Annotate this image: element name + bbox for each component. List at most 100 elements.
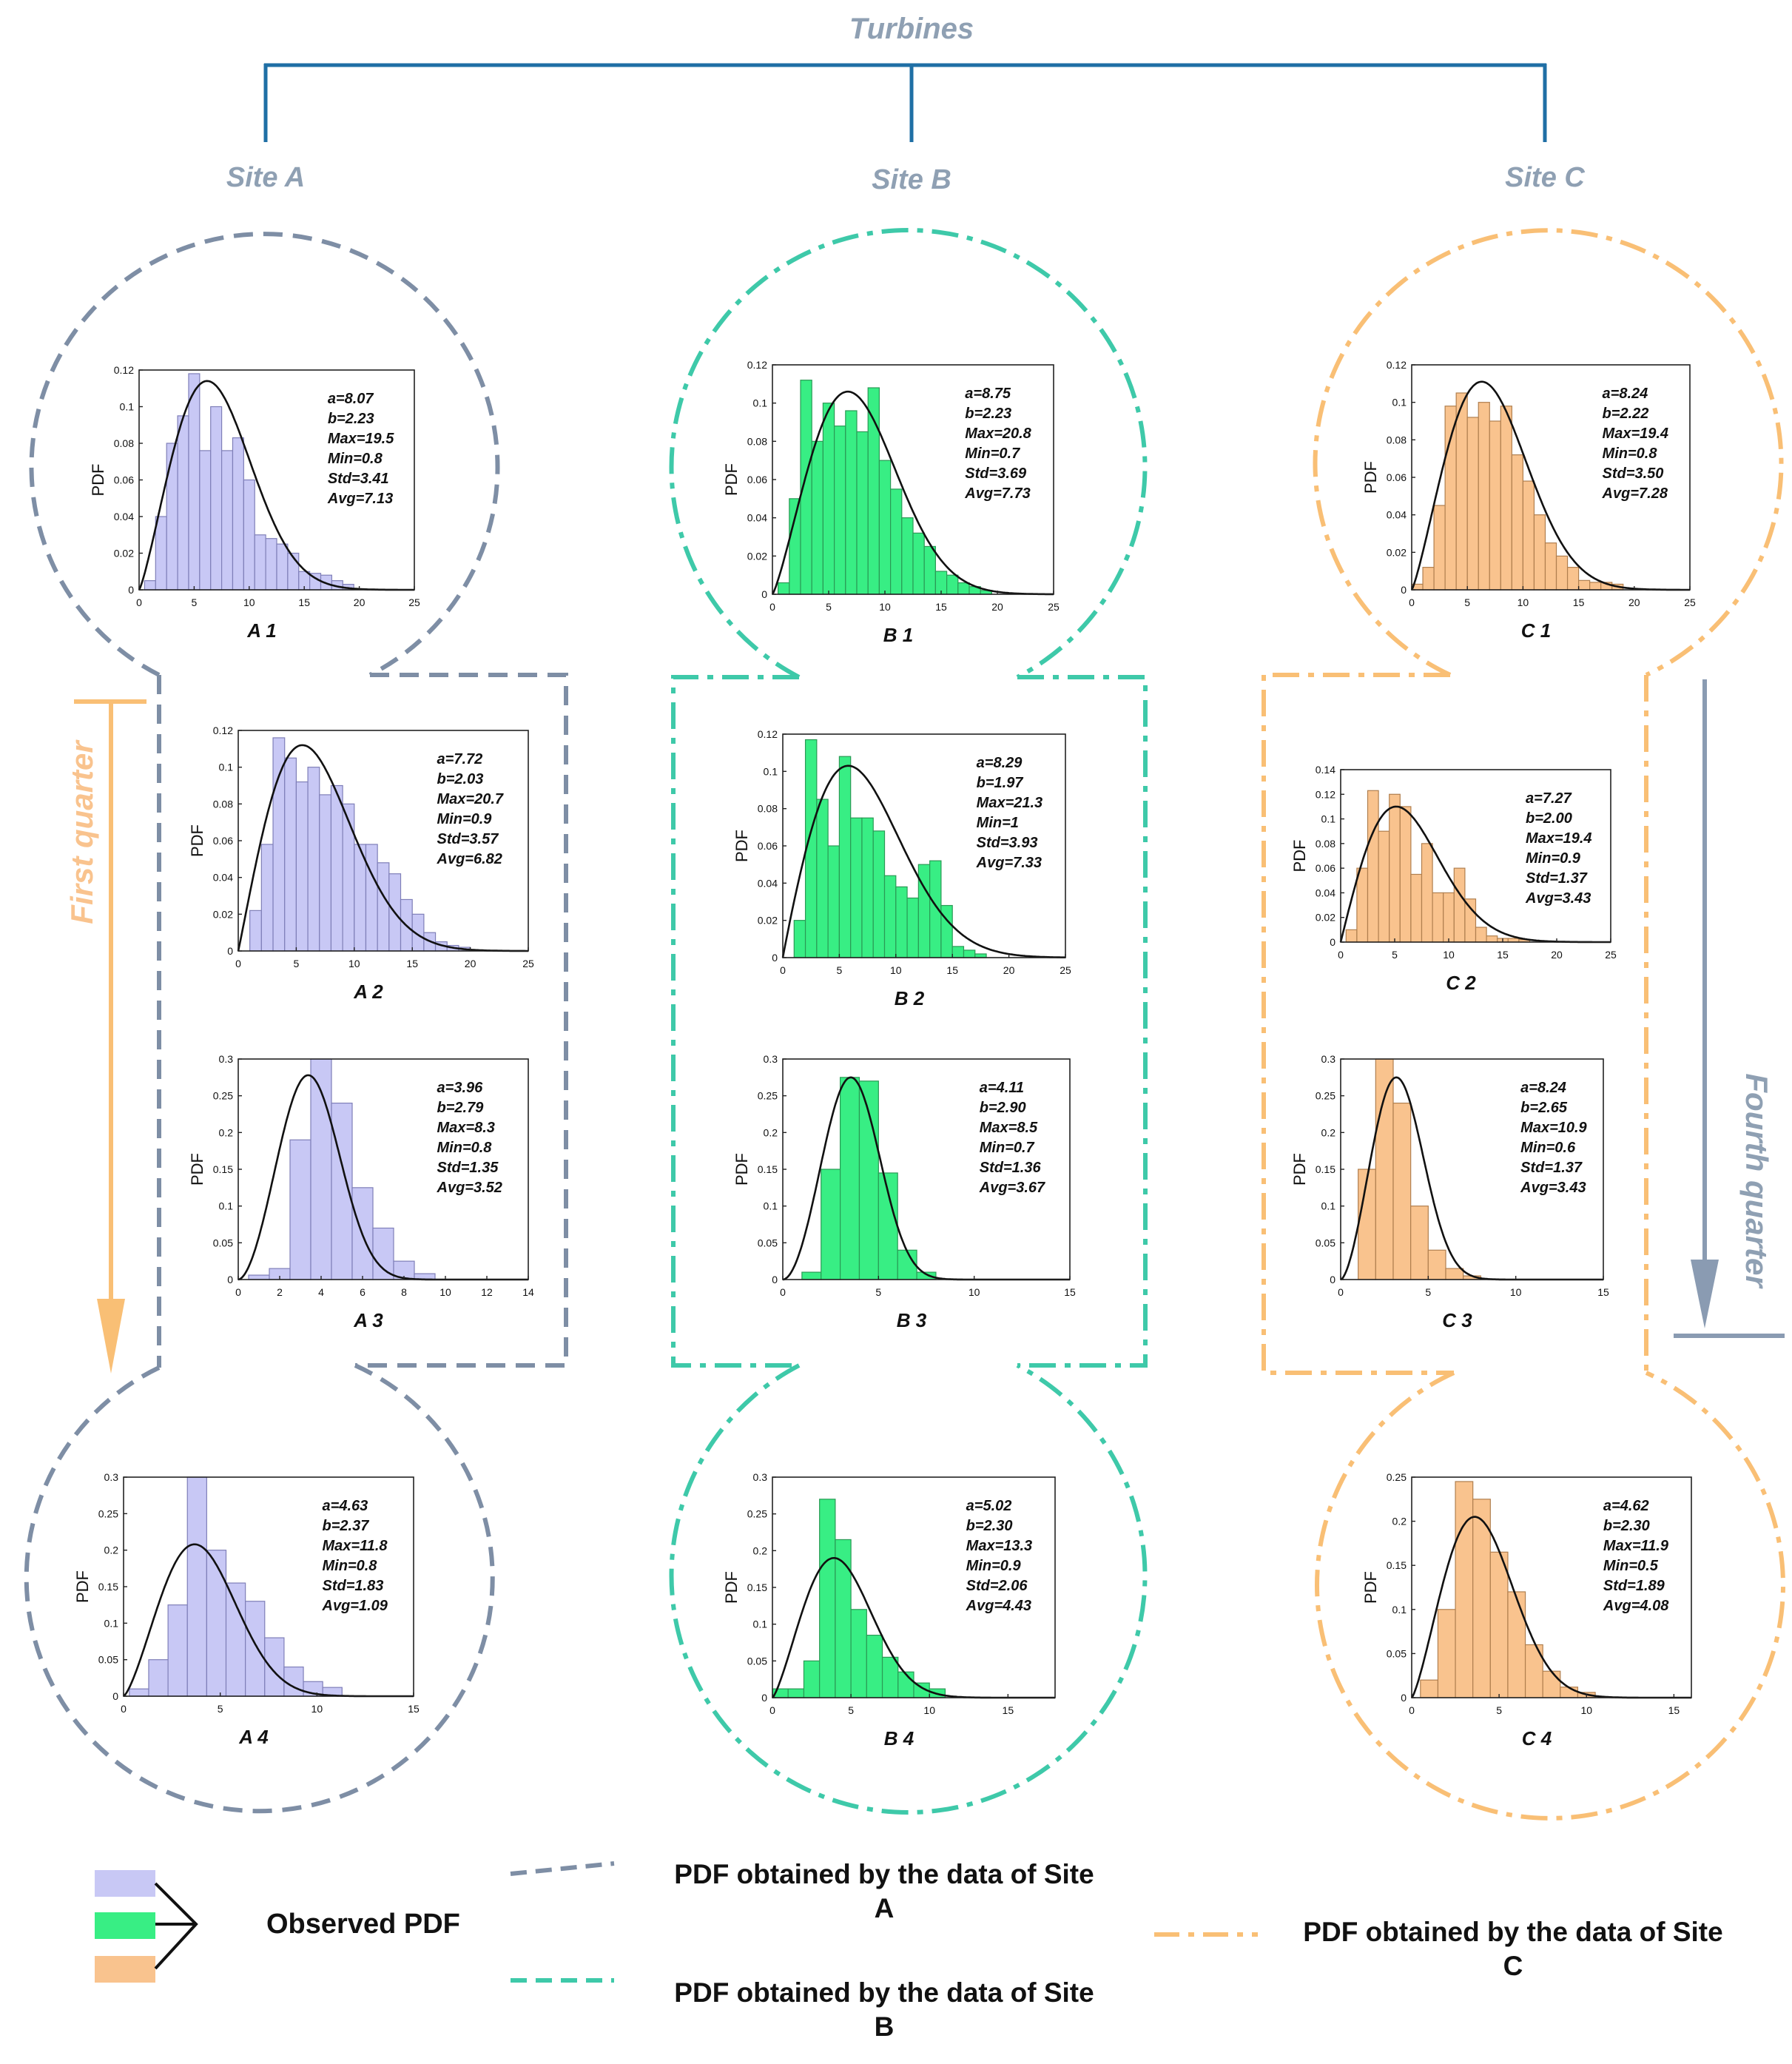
y-tick-label: 0.05 <box>758 1237 778 1248</box>
stat-line: Min=0.9 <box>1526 850 1581 867</box>
histogram-bar <box>354 844 367 952</box>
stat-line: b=2.22 <box>1603 406 1649 422</box>
stat-line: b=2.90 <box>980 1100 1026 1116</box>
x-tick-label: 0 <box>1409 596 1415 608</box>
y-tick-label: 0.06 <box>213 835 233 847</box>
stat-line: Avg=3.43 <box>1520 1180 1586 1196</box>
y-tick-label: 0.15 <box>1387 1559 1407 1571</box>
y-tick-label: 0.25 <box>213 1090 233 1102</box>
histogram-bar <box>845 410 858 595</box>
y-tick-label: 0.02 <box>747 550 767 562</box>
x-tick-label: 25 <box>1048 601 1060 613</box>
x-tick-label: 20 <box>1551 949 1563 961</box>
histogram-bar <box>249 910 262 952</box>
y-tick-label: 0.02 <box>758 915 778 927</box>
legend-line-b-label: PDF obtained by the data of Site B <box>674 1977 1094 2042</box>
x-tick-label: 10 <box>879 601 891 613</box>
x-tick-label: 12 <box>481 1286 493 1298</box>
stat-line: b=2.23 <box>965 406 1011 422</box>
histogram-bar <box>377 862 390 952</box>
y-tick-label: 0.2 <box>104 1544 119 1556</box>
histogram-bar <box>166 443 178 591</box>
stat-line: Min=0.5 <box>1603 1558 1659 1574</box>
y-tick-label: 0 <box>761 1692 767 1704</box>
stat-line: a=7.27 <box>1526 790 1572 807</box>
histogram-bar <box>912 532 925 595</box>
x-tick-label: 0 <box>235 1286 241 1298</box>
histogram-bar <box>248 1274 270 1280</box>
histogram-bar <box>307 767 320 952</box>
y-tick-label: 0.1 <box>1321 813 1336 825</box>
y-tick-label: 0.2 <box>219 1126 234 1138</box>
y-tick-label: 0.15 <box>98 1581 118 1593</box>
x-tick-label: 20 <box>991 601 1003 613</box>
stat-line: Min=0.9 <box>966 1558 1022 1574</box>
histogram-bar <box>1437 1609 1456 1698</box>
x-tick-label: 2 <box>277 1286 283 1298</box>
x-tick-label: 25 <box>1684 596 1696 608</box>
x-tick-label: 15 <box>1668 1704 1680 1716</box>
y-tick-label: 0.05 <box>213 1237 233 1248</box>
y-axis-label: PDF <box>722 463 741 496</box>
y-tick-label: 0.15 <box>213 1163 233 1175</box>
y-axis-label: PDF <box>722 1571 741 1604</box>
y-tick-label: 0.1 <box>753 1618 768 1630</box>
turbines-title: Turbines <box>849 13 974 45</box>
x-tick-label: 15 <box>935 601 947 613</box>
histogram-bar <box>1455 392 1468 591</box>
y-tick-label: 0.15 <box>758 1163 778 1175</box>
y-tick-label: 0 <box>227 945 233 957</box>
histogram-bar <box>144 580 156 591</box>
y-tick-label: 0.06 <box>114 474 134 486</box>
site-b-bottom-circle <box>669 1363 1148 1815</box>
histogram-bar <box>827 845 840 958</box>
first-quarter-label: First quarter <box>64 739 99 924</box>
histogram-bar <box>1544 542 1557 591</box>
stat-line: b=2.23 <box>328 411 374 427</box>
panel-label: A 4 <box>238 1726 269 1748</box>
stat-line: Std=1.89 <box>1603 1578 1665 1594</box>
y-axis-label: PDF <box>1361 461 1380 494</box>
stat-line: Std=3.41 <box>328 471 389 487</box>
site-b-top-circle <box>669 228 1148 679</box>
site-a-label: Site A <box>226 162 305 193</box>
x-tick-label: 15 <box>946 964 958 976</box>
y-tick-label: 0.2 <box>764 1126 778 1138</box>
y-tick-label: 0.04 <box>213 872 233 884</box>
histogram-bar <box>1507 1591 1526 1698</box>
y-tick-label: 0.1 <box>1392 397 1407 409</box>
x-tick-label: 15 <box>406 958 418 969</box>
panel-label: A 1 <box>246 619 277 642</box>
histogram-bar <box>1500 406 1512 591</box>
histogram-bar <box>839 1077 860 1280</box>
site-c-label: Site C <box>1505 162 1585 193</box>
x-tick-label: 10 <box>311 1703 323 1715</box>
histogram-bar <box>1542 1670 1561 1698</box>
y-tick-label: 0.1 <box>1321 1200 1336 1212</box>
site-c-outline <box>1262 228 1785 1821</box>
panel-label: A 2 <box>353 981 383 1003</box>
x-tick-label: 5 <box>1392 949 1398 961</box>
stat-line: a=8.24 <box>1603 386 1648 402</box>
histogram-bar <box>1560 1687 1579 1698</box>
x-tick-label: 0 <box>1409 1704 1415 1716</box>
histogram-bar <box>225 1582 246 1697</box>
site-b-outline <box>669 228 1148 1815</box>
y-tick-label: 0.04 <box>1316 887 1335 898</box>
histogram-bar <box>816 799 829 958</box>
histogram-bar <box>901 517 914 595</box>
site-c-middle-box <box>1262 673 1454 1375</box>
stat-line: Std=2.06 <box>966 1578 1028 1594</box>
stat-line: Std=1.36 <box>980 1160 1042 1176</box>
y-tick-label: 0 <box>112 1690 118 1702</box>
x-tick-label: 25 <box>408 596 420 608</box>
x-tick-label: 10 <box>243 596 255 608</box>
x-tick-label: 15 <box>1597 1286 1609 1298</box>
legend: Observed PDF <box>95 1861 1258 1983</box>
y-tick-label: 0.02 <box>213 908 233 920</box>
site-a-top-circle <box>29 232 500 677</box>
stat-line: Min=0.8 <box>323 1558 378 1574</box>
histogram-bar <box>793 920 806 958</box>
histogram-bar <box>1444 406 1457 591</box>
histogram-bar <box>1358 1169 1376 1280</box>
